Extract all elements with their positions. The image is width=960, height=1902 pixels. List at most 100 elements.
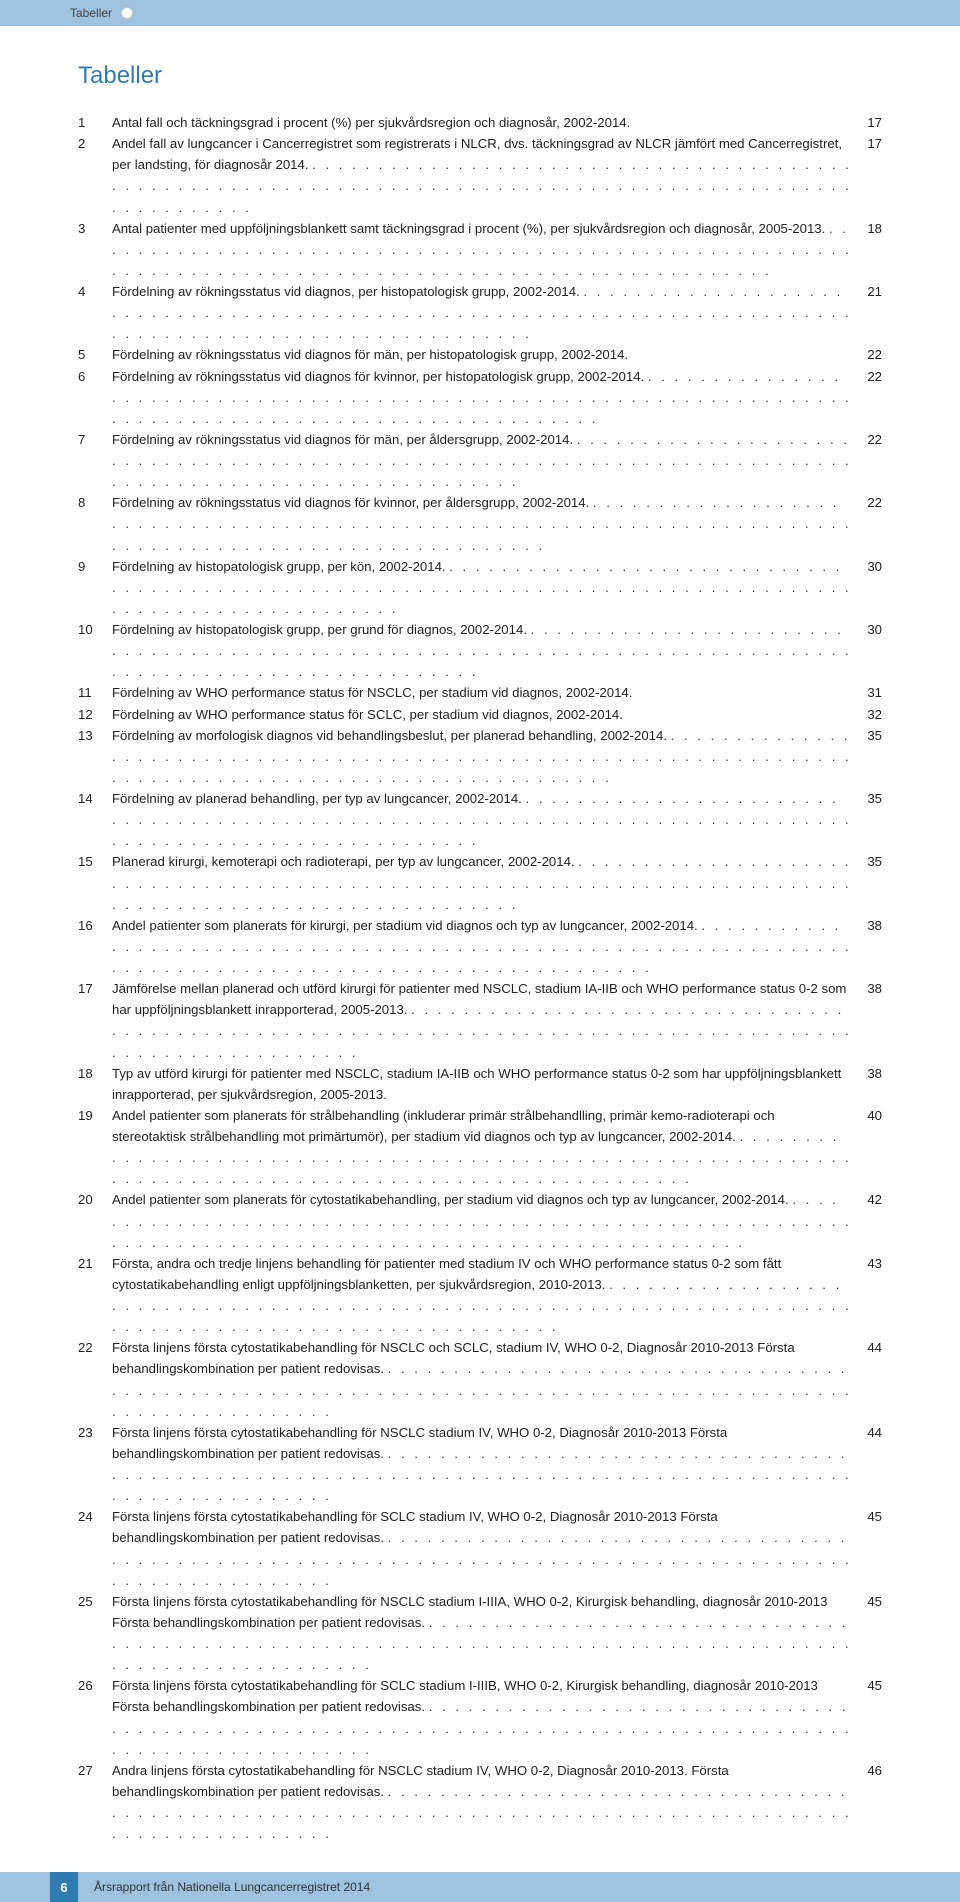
toc-row: 3Antal patienter med uppföljningsblanket… [78,218,882,281]
toc-entry-page: 35 [852,851,882,872]
toc-entry-text: Planerad kirurgi, kemoterapi och radiote… [112,851,852,914]
toc-entry-text: Första linjens första cytostatikabehandl… [112,1506,852,1591]
toc-row: 17Jämförelse mellan planerad och utförd … [78,978,882,1063]
toc-entry-text: Fördelning av histopatologisk grupp, per… [112,556,852,619]
toc-entry-text: Fördelning av planerad behandling, per t… [112,788,852,851]
toc-entry-text: Fördelning av rökningsstatus vid diagnos… [112,366,852,429]
toc-row: 16Andel patienter som planerats för kiru… [78,915,882,978]
toc-row: 12Fördelning av WHO performance status f… [78,704,882,725]
toc-entry-number: 24 [78,1506,112,1527]
toc-entry-page: 17 [852,133,882,154]
toc-row: 24Första linjens första cytostatikabehan… [78,1506,882,1591]
toc-entry-number: 19 [78,1105,112,1126]
footer-page-number: 6 [50,1872,78,1902]
toc-entry-number: 20 [78,1189,112,1210]
toc-entry-text: Fördelning av rökningsstatus vid diagnos… [112,492,852,555]
toc-entry-text: Första linjens första cytostatikabehandl… [112,1337,852,1422]
toc-entry-text: Fördelning av rökningsstatus vid diagnos… [112,429,852,492]
toc-row: 20Andel patienter som planerats för cyto… [78,1189,882,1252]
toc-entry-text: Fördelning av rökningsstatus vid diagnos… [112,344,852,365]
toc-row: 22Första linjens första cytostatikabehan… [78,1337,882,1422]
toc-row: 5Fördelning av rökningsstatus vid diagno… [78,344,882,365]
toc-row: 6Fördelning av rökningsstatus vid diagno… [78,366,882,429]
toc-entry-text: Fördelning av WHO performance status för… [112,704,852,725]
toc-entry-page: 22 [852,344,882,365]
toc-entry-page: 40 [852,1105,882,1126]
toc-entry-number: 7 [78,429,112,450]
toc-row: 7Fördelning av rökningsstatus vid diagno… [78,429,882,492]
toc-entry-text: Fördelning av histopatologisk grupp, per… [112,619,852,682]
page-title: Tabeller [78,62,882,90]
toc-entry-text: Typ av utförd kirurgi för patienter med … [112,1063,852,1105]
toc-row: 2Andel fall av lungcancer i Cancerregist… [78,133,882,218]
toc-entry-number: 10 [78,619,112,640]
toc-entry-text: Fördelning av rökningsstatus vid diagnos… [112,281,852,344]
toc-row: 27Andra linjens första cytostatikabehand… [78,1760,882,1845]
toc-row: 13Fördelning av morfologisk diagnos vid … [78,725,882,788]
toc-row: 4Fördelning av rökningsstatus vid diagno… [78,281,882,344]
toc-entry-number: 18 [78,1063,112,1084]
toc-entry-number: 15 [78,851,112,872]
toc-entry-number: 14 [78,788,112,809]
toc-entry-number: 1 [78,112,112,133]
toc-row: 14Fördelning av planerad behandling, per… [78,788,882,851]
toc-entry-number: 27 [78,1760,112,1781]
toc-entry-text: Första linjens första cytostatikabehandl… [112,1422,852,1507]
toc-row: 26Första linjens första cytostatikabehan… [78,1675,882,1760]
toc-entry-page: 21 [852,281,882,302]
header-dot-icon [121,7,133,19]
toc-entry-page: 44 [852,1337,882,1358]
toc-entry-page: 35 [852,788,882,809]
toc-entry-number: 12 [78,704,112,725]
toc-entry-text: Andel fall av lungcancer i Cancerregistr… [112,133,852,218]
toc-entry-page: 43 [852,1253,882,1274]
toc-entry-text: Fördelning av morfologisk diagnos vid be… [112,725,852,788]
toc-entry-text: Antal fall och täckningsgrad i procent (… [112,112,852,133]
toc-entry-number: 16 [78,915,112,936]
toc-entry-number: 9 [78,556,112,577]
toc-entry-page: 17 [852,112,882,133]
toc-entry-text: Andra linjens första cytostatikabehandli… [112,1760,852,1845]
toc-entry-page: 42 [852,1189,882,1210]
toc-entry-page: 22 [852,429,882,450]
toc-row: 21Första, andra och tredje linjens behan… [78,1253,882,1338]
toc-row: 9Fördelning av histopatologisk grupp, pe… [78,556,882,619]
toc-entry-page: 45 [852,1591,882,1612]
toc-entry-text: Första, andra och tredje linjens behandl… [112,1253,852,1338]
table-of-contents: 1Antal fall och täckningsgrad i procent … [78,112,882,1844]
toc-row: 11Fördelning av WHO performance status f… [78,682,882,703]
toc-entry-number: 23 [78,1422,112,1443]
toc-entry-number: 26 [78,1675,112,1696]
toc-entry-number: 8 [78,492,112,513]
toc-row: 18Typ av utförd kirurgi för patienter me… [78,1063,882,1105]
toc-row: 19Andel patienter som planerats för strå… [78,1105,882,1190]
toc-entry-number: 21 [78,1253,112,1274]
toc-entry-page: 45 [852,1506,882,1527]
toc-entry-number: 3 [78,218,112,239]
footer-bar: 6 Årsrapport från Nationella Lungcancerr… [0,1872,960,1902]
page-body: Tabeller 1Antal fall och täckningsgrad i… [0,26,960,1854]
toc-entry-text: Andel patienter som planerats för cytost… [112,1189,852,1252]
toc-entry-text: Antal patienter med uppföljningsblankett… [112,218,852,281]
toc-entry-page: 44 [852,1422,882,1443]
toc-entry-page: 45 [852,1675,882,1696]
toc-entry-number: 22 [78,1337,112,1358]
toc-entry-page: 46 [852,1760,882,1781]
toc-entry-text: Fördelning av WHO performance status för… [112,682,852,703]
toc-row: 23Första linjens första cytostatikabehan… [78,1422,882,1507]
toc-entry-page: 38 [852,978,882,999]
toc-entry-number: 2 [78,133,112,154]
toc-entry-text: Andel patienter som planerats för strålb… [112,1105,852,1190]
toc-entry-number: 11 [78,682,112,703]
toc-entry-page: 31 [852,682,882,703]
header-tab-label: Tabeller [70,6,112,20]
toc-entry-page: 38 [852,915,882,936]
toc-entry-text: Jämförelse mellan planerad och utförd ki… [112,978,852,1063]
toc-entry-page: 38 [852,1063,882,1084]
toc-entry-page: 30 [852,556,882,577]
toc-entry-page: 22 [852,492,882,513]
toc-entry-number: 6 [78,366,112,387]
footer-text: Årsrapport från Nationella Lungcancerreg… [94,1880,370,1894]
toc-entry-number: 17 [78,978,112,999]
toc-entry-number: 5 [78,344,112,365]
